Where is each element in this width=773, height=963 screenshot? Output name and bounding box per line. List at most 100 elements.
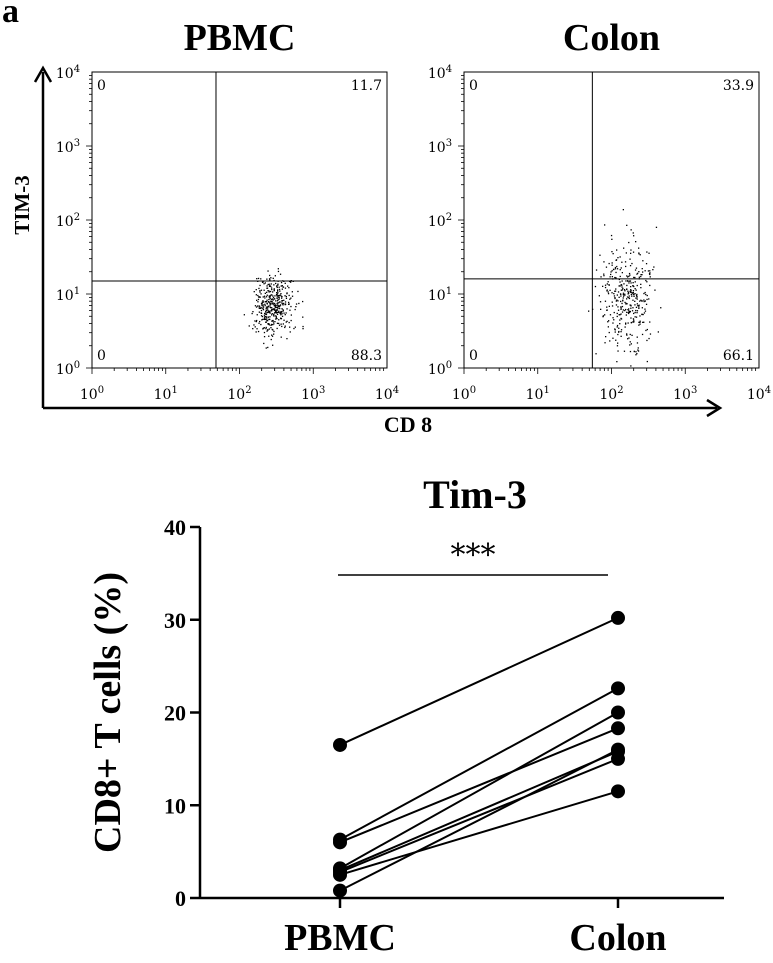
- event-dot: [634, 311, 636, 314]
- event-dot: [646, 328, 648, 331]
- event-dot: [274, 302, 276, 305]
- event-dot: [638, 276, 640, 278]
- event-dot: [263, 295, 266, 297]
- event-dot: [626, 333, 628, 335]
- y-tick-label: 103: [56, 138, 80, 156]
- event-dot: [632, 291, 634, 294]
- event-dot: [264, 292, 266, 294]
- event-dot: [642, 321, 644, 323]
- event-dot: [611, 264, 613, 266]
- event-dot: [281, 313, 283, 315]
- event-dot: [262, 296, 264, 298]
- event-dot: [616, 361, 618, 363]
- flow-x-arrowhead: [706, 398, 723, 418]
- event-dot: [275, 294, 278, 296]
- event-dot: [618, 296, 620, 298]
- event-dot: [248, 325, 250, 327]
- event-dot: [614, 290, 616, 292]
- event-dot: [646, 251, 648, 253]
- event-dot: [268, 335, 270, 337]
- event-dot: [640, 299, 642, 301]
- event-dot: [277, 302, 279, 304]
- event-dot: [266, 291, 268, 293]
- event-dot: [278, 319, 280, 321]
- event-dot: [265, 318, 267, 320]
- event-dot: [259, 291, 261, 293]
- event-dot: [619, 319, 621, 321]
- event-dot: [646, 360, 648, 363]
- event-dot: [276, 293, 278, 295]
- event-dot: [290, 280, 292, 282]
- event-dot: [612, 253, 614, 255]
- event-dot: [292, 280, 294, 282]
- event-dot: [638, 324, 640, 326]
- event-dot: [277, 283, 279, 285]
- event-dot: [278, 305, 280, 307]
- event-dot: [298, 302, 300, 305]
- event-dot: [649, 284, 651, 287]
- event-dot: [282, 310, 284, 312]
- event-dot: [277, 268, 279, 270]
- quadrant-bottom-right: 88.3: [351, 348, 382, 364]
- event-dot: [610, 271, 612, 273]
- event-dot: [628, 241, 630, 244]
- event-dot: [269, 303, 272, 305]
- event-dot: [639, 315, 641, 317]
- event-dot: [636, 293, 638, 296]
- event-dot: [277, 290, 279, 292]
- event-dot: [276, 317, 278, 320]
- event-dot: [275, 317, 277, 319]
- event-dot: [271, 309, 273, 311]
- event-dot: [269, 295, 271, 297]
- event-dot: [646, 281, 648, 283]
- event-dot: [635, 351, 637, 353]
- event-dot: [254, 326, 256, 328]
- event-dot: [622, 293, 624, 296]
- event-dot: [253, 324, 255, 326]
- event-dot: [262, 306, 265, 308]
- event-dot: [608, 262, 610, 265]
- event-dot: [275, 300, 277, 302]
- event-dot: [291, 291, 293, 293]
- event-dot: [612, 322, 614, 324]
- event-dot: [276, 306, 278, 309]
- event-dot: [633, 350, 635, 353]
- event-dot: [611, 305, 614, 307]
- event-dot: [277, 289, 279, 291]
- event-dot: [302, 316, 304, 318]
- event-dot: [605, 266, 608, 268]
- flow-y-axis-label: TIM-3: [10, 175, 34, 235]
- plot-frame: [463, 71, 760, 369]
- event-dot: [621, 280, 623, 282]
- x-tick-label: 102: [227, 385, 251, 403]
- event-dot: [260, 315, 263, 317]
- event-dot: [630, 291, 632, 293]
- event-dot: [284, 301, 287, 303]
- event-dot: [640, 283, 642, 285]
- event-dot: [636, 342, 639, 344]
- event-dot: [628, 292, 630, 294]
- event-dot: [260, 323, 262, 326]
- event-dot: [615, 304, 618, 306]
- event-dot: [264, 304, 266, 307]
- event-dot: [643, 292, 645, 295]
- y-tick-label: 0: [175, 886, 186, 911]
- event-dot: [637, 349, 639, 351]
- event-dot: [632, 299, 634, 301]
- event-dot: [588, 310, 590, 312]
- event-dot: [283, 319, 285, 321]
- event-dot: [620, 267, 622, 269]
- event-dot: [638, 304, 640, 306]
- event-dot: [263, 318, 265, 320]
- event-dot: [630, 229, 632, 231]
- event-dot: [275, 282, 277, 285]
- event-dot: [639, 300, 641, 302]
- event-dot: [268, 298, 270, 301]
- event-dot: [649, 321, 651, 323]
- event-dot: [609, 340, 611, 342]
- event-dot: [271, 323, 273, 326]
- event-dot: [627, 280, 629, 282]
- event-dot: [288, 301, 290, 304]
- event-dot: [612, 278, 614, 280]
- y-tick-label: 20: [164, 701, 186, 726]
